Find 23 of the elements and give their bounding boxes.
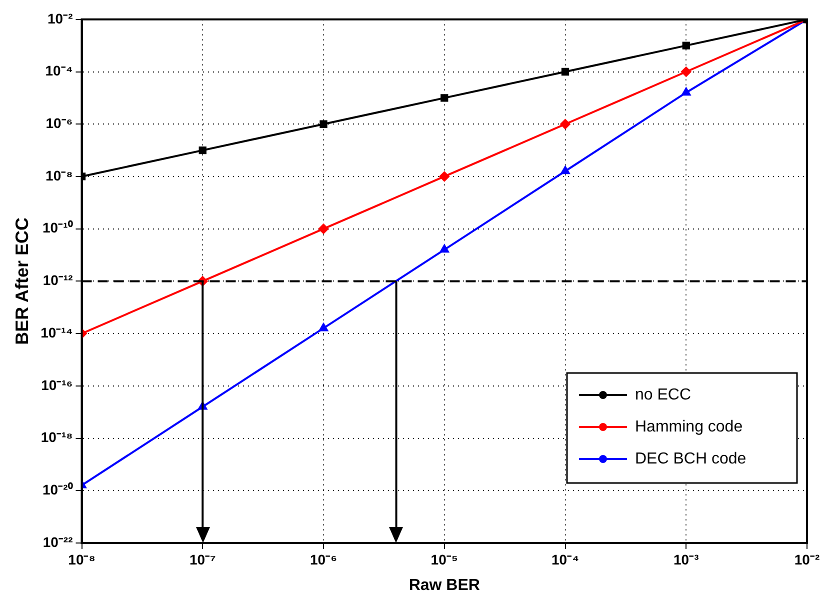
y-tick-label: 10⁻⁶: [46, 114, 73, 131]
y-axis-title: BER After ECC: [12, 218, 32, 345]
x-tick-label: 10⁻⁵: [430, 551, 458, 568]
legend-label: no ECC: [635, 386, 692, 404]
y-tick-label: 10⁻¹⁶: [41, 376, 73, 393]
x-tick-label: 10⁻²: [794, 551, 820, 568]
x-axis-title: Raw BER: [408, 576, 480, 594]
y-tick-label: 10⁻¹⁸: [40, 429, 73, 446]
x-tick-label: 10⁻⁶: [310, 551, 338, 568]
legend-label: DEC BCH code: [635, 450, 746, 468]
y-tick-label: 10⁻²⁰: [42, 482, 73, 498]
y-tick-label: 10⁻⁴: [45, 62, 73, 79]
y-tick-label: 10⁻⁸: [46, 167, 73, 184]
x-tick-label: 10⁻⁴: [552, 551, 580, 568]
y-tick-label: 10⁻¹⁰: [42, 220, 73, 236]
legend-label: Hamming code: [635, 418, 743, 436]
x-tick-label: 10⁻⁷: [189, 551, 216, 568]
x-tick-label: 10⁻⁸: [68, 551, 96, 568]
y-tick-label: 10⁻¹⁴: [40, 324, 73, 340]
y-tick-label: 10⁻²: [48, 10, 74, 26]
x-tick-label: 10⁻³: [674, 551, 700, 568]
y-tick-label: 10⁻¹²: [42, 272, 74, 288]
y-tick-label: 10⁻²²: [42, 534, 74, 550]
